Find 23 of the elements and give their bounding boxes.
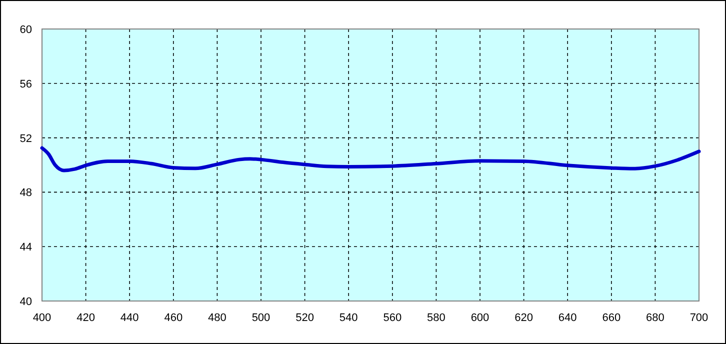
y-tick-label: 60	[20, 24, 32, 36]
x-tick-label: 680	[646, 312, 664, 324]
x-tick-label: 440	[120, 312, 139, 324]
x-tick-label: 500	[252, 312, 270, 324]
y-tick-label: 56	[20, 78, 32, 90]
y-tick-label: 44	[20, 242, 32, 254]
x-tick-label: 660	[602, 312, 621, 324]
x-tick-label: 540	[339, 312, 358, 324]
x-tick-label: 700	[690, 312, 708, 324]
x-tick-label: 420	[76, 312, 95, 324]
y-tick-label: 52	[20, 132, 32, 145]
y-tick-label: 40	[20, 296, 32, 308]
x-tick-label: 600	[470, 312, 490, 324]
x-tick-label: 640	[558, 312, 577, 324]
x-tick-label: 620	[514, 312, 533, 324]
x-tick-label: 520	[296, 312, 314, 324]
x-tick-label: 480	[208, 312, 226, 324]
line-series	[40, 146, 701, 172]
x-tick-label: 460	[164, 312, 183, 324]
x-tick-label: 580	[427, 312, 446, 324]
x-tick-label: 400	[32, 312, 52, 324]
y-tick-label: 48	[20, 187, 32, 200]
x-tick-label: 560	[383, 312, 402, 324]
